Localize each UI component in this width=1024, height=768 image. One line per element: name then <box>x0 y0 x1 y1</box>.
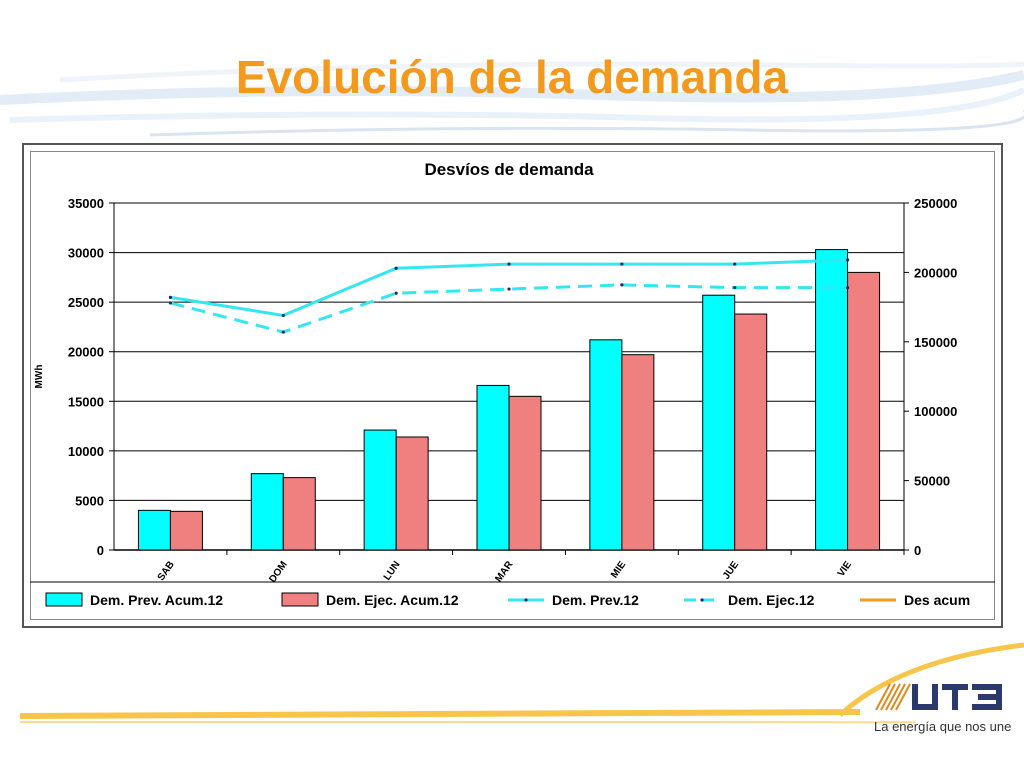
y-tick-label: 25000 <box>68 295 104 310</box>
line-point <box>281 313 285 318</box>
y-axis-label: MWh <box>34 365 45 389</box>
bar-prev <box>702 294 736 551</box>
x-tick-label: DOM <box>267 559 289 584</box>
x-tick-label: MIE <box>609 559 628 580</box>
chart-inner-border <box>30 151 995 620</box>
line-point <box>733 286 737 290</box>
line-point <box>507 287 511 291</box>
legend-label: Des acum <box>904 592 970 608</box>
bar-prev <box>476 384 510 551</box>
x-tick-label: LUN <box>382 559 403 582</box>
bar-prev <box>250 473 284 551</box>
legend-marker <box>700 598 704 602</box>
bar-prev <box>815 249 849 551</box>
chart-frame: Desvíos de demanda 0 5000 10000 15000 20000 25… <box>22 143 1003 628</box>
line-point <box>620 262 624 266</box>
legend-label: Dem. Ejec.12 <box>728 592 815 608</box>
ute-logo <box>875 683 1002 711</box>
bar-prev <box>137 509 171 551</box>
y2-tick-label: 150000 <box>914 335 957 350</box>
line-point <box>281 330 285 334</box>
x-tick-label: VIE <box>836 559 854 579</box>
tagline: La energía que nos une <box>874 719 1012 734</box>
legend-label: Dem. Prev.12 <box>552 592 639 608</box>
legend-marker <box>524 598 528 602</box>
y-tick-label: 5000 <box>75 493 104 508</box>
chart: Desvíos de demanda 0 5000 10000 15000 20000 25… <box>30 160 995 608</box>
y-tick-label: 20000 <box>68 345 104 360</box>
x-tick-label: MAR <box>493 559 516 585</box>
line-point <box>394 291 398 295</box>
bar-ejec <box>282 477 316 551</box>
legend-swatch <box>45 592 83 607</box>
y2-tick-label: 100000 <box>914 404 957 419</box>
slide-title: Evolución de la demanda <box>235 51 789 103</box>
line-point <box>733 262 737 266</box>
bar-prev <box>363 429 397 551</box>
y-tick-label: 15000 <box>68 394 104 409</box>
legend-swatch <box>281 592 319 607</box>
line-point <box>507 262 511 266</box>
y-tick-label: 0 <box>97 543 104 558</box>
y2-tick-label: 200000 <box>914 265 957 280</box>
y2-tick-label: 50000 <box>914 474 950 489</box>
line-point <box>845 286 850 290</box>
line-point <box>168 295 173 299</box>
legend-label: Dem. Prev. Acum.12 <box>90 592 223 608</box>
line-point <box>620 283 624 287</box>
y2-tick-label: 0 <box>914 543 921 558</box>
line-point <box>845 258 850 262</box>
line-point <box>168 301 173 305</box>
bar-ejec <box>395 436 429 551</box>
y-tick-label: 35000 <box>68 196 104 211</box>
bar-ejec <box>508 395 542 551</box>
y-tick-label: 30000 <box>68 246 104 261</box>
y2-tick-label: 250000 <box>914 196 957 211</box>
x-tick-label: SAB <box>156 559 177 583</box>
bar-ejec <box>847 271 881 551</box>
bar-ejec <box>621 354 655 551</box>
x-tick-label: JUE <box>721 559 741 582</box>
bar-ejec <box>734 313 768 551</box>
legend-label: Dem. Ejec. Acum.12 <box>326 592 459 608</box>
line-point <box>394 266 398 270</box>
y-tick-label: 10000 <box>68 444 104 459</box>
chart-title: Desvíos de demanda <box>424 160 594 179</box>
bar-prev <box>589 339 623 551</box>
bar-ejec <box>169 510 203 551</box>
